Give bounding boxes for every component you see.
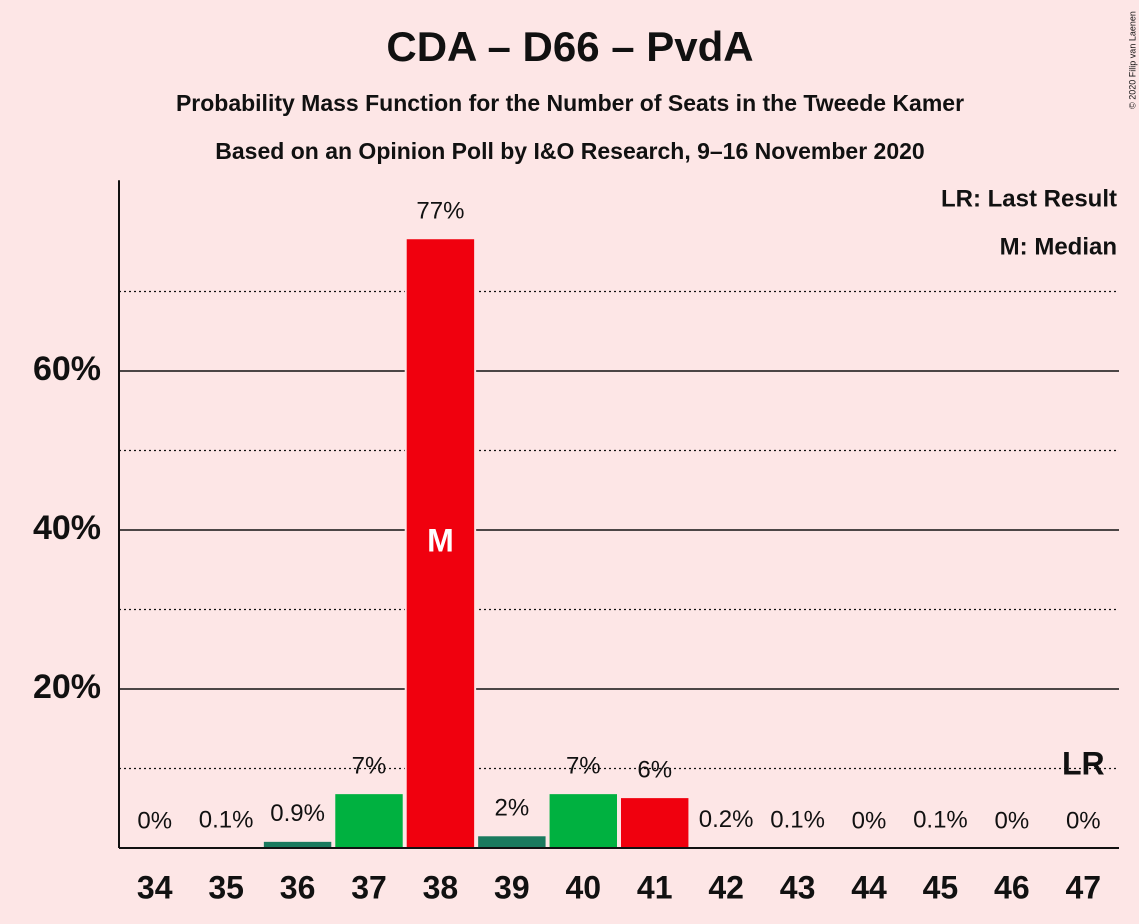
median-label: M (427, 523, 454, 559)
value-label: 0.1% (913, 807, 968, 834)
bar (404, 237, 477, 850)
value-label: 0.9% (270, 800, 325, 827)
value-label: 77% (416, 198, 464, 225)
value-label: 2% (495, 795, 530, 822)
x-tick-label: 45 (923, 869, 959, 905)
value-label: 0% (1066, 807, 1101, 834)
value-label: 0.2% (699, 806, 754, 833)
x-tick-label: 46 (994, 869, 1030, 905)
x-tick-label: 39 (494, 869, 530, 905)
legend-note: LR: Last Result (941, 185, 1117, 212)
value-label: 6% (637, 756, 672, 783)
x-tick-label: 41 (637, 869, 673, 905)
bar (333, 792, 405, 850)
y-tick-label: 20% (33, 668, 101, 706)
chart-title: CDA – D66 – PvdA (386, 23, 753, 70)
last-result-label: LR (1062, 745, 1105, 781)
x-tick-label: 38 (423, 869, 459, 905)
value-label: 7% (352, 752, 387, 779)
y-tick-label: 40% (33, 509, 101, 547)
bar (261, 839, 334, 849)
value-label: 7% (566, 752, 601, 779)
bar (547, 792, 619, 850)
chart-subtitle: Probability Mass Function for the Number… (176, 90, 964, 116)
value-label: 0% (995, 807, 1030, 834)
x-tick-label: 42 (708, 869, 744, 905)
value-label: 0.1% (770, 807, 825, 834)
value-label: 0% (137, 807, 172, 834)
chart-subtitle: Based on an Opinion Poll by I&O Research… (215, 138, 924, 164)
x-tick-label: 37 (351, 869, 387, 905)
bar (476, 834, 548, 850)
copyright: © 2020 Filip van Laenen (1127, 11, 1137, 109)
y-tick-label: 60% (33, 350, 101, 388)
x-tick-label: 43 (780, 869, 816, 905)
value-label: 0.1% (199, 807, 254, 834)
value-label: 0% (852, 807, 887, 834)
x-tick-label: 47 (1065, 869, 1101, 905)
x-tick-label: 36 (280, 869, 316, 905)
bar (619, 796, 691, 849)
legend-note: M: Median (1000, 233, 1117, 260)
x-tick-label: 44 (851, 869, 887, 905)
x-tick-label: 40 (565, 869, 601, 905)
x-tick-label: 34 (137, 869, 173, 905)
x-tick-label: 35 (208, 869, 244, 905)
